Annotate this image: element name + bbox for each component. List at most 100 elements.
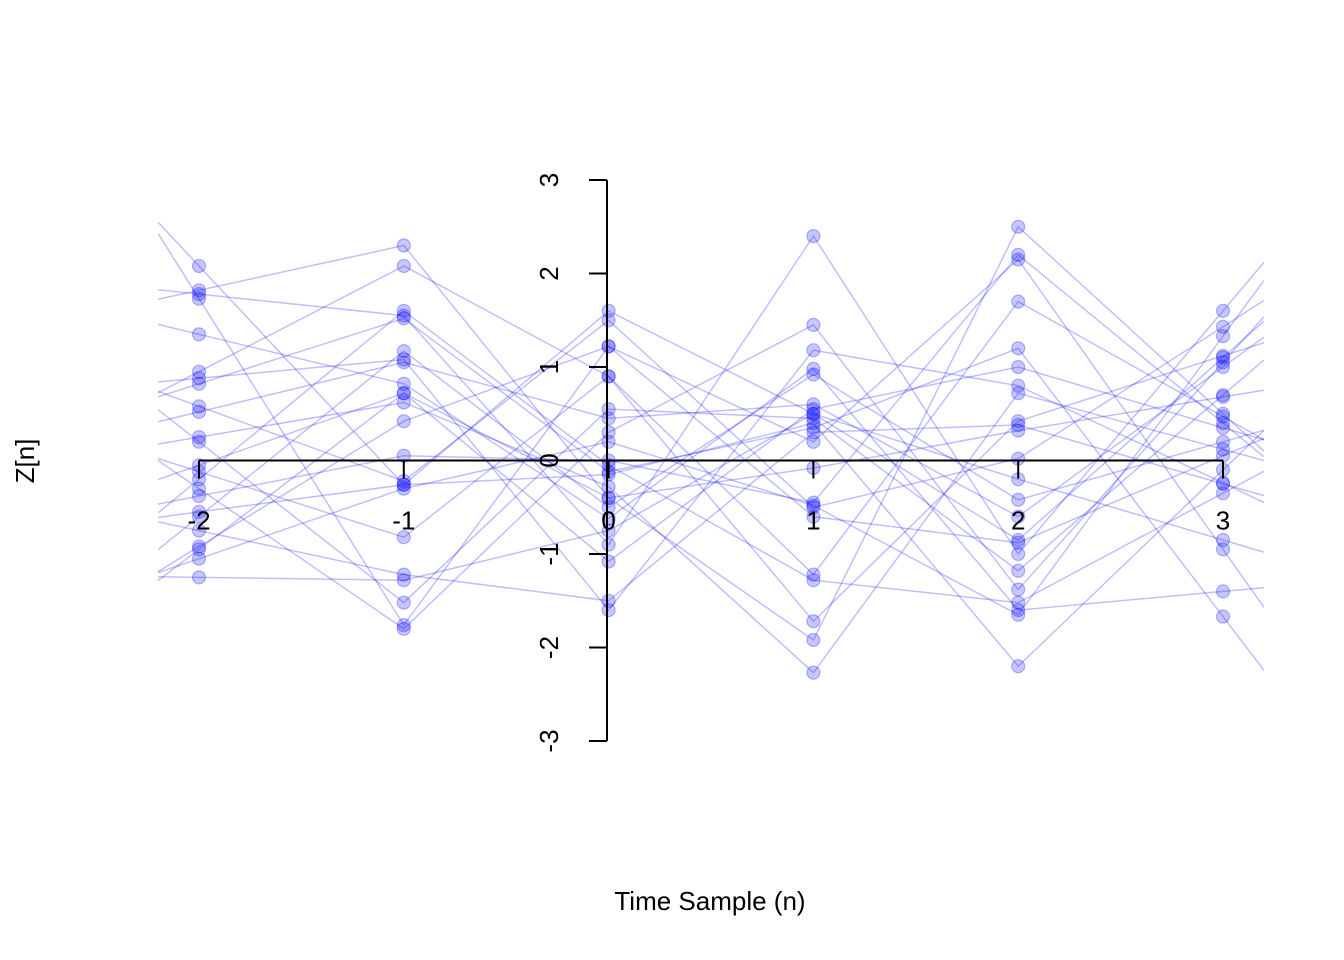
series-line <box>158 233 1264 627</box>
series-line <box>158 316 1264 630</box>
series-line <box>158 389 1264 582</box>
data-point <box>1011 492 1026 507</box>
data-point <box>806 495 821 510</box>
data-point <box>806 406 821 421</box>
x-tick-label: -2 <box>187 506 210 536</box>
data-point <box>1215 584 1231 599</box>
y-axis-title: Z[n] <box>10 439 40 484</box>
data-point <box>191 539 207 554</box>
data-point <box>1011 219 1026 234</box>
data-point <box>1011 417 1026 433</box>
data-point <box>396 621 411 636</box>
y-tick-label: -1 <box>534 542 564 565</box>
data-point <box>191 504 207 519</box>
data-point <box>396 477 411 492</box>
data-point <box>1215 406 1231 421</box>
y-tick-label: -3 <box>534 729 564 752</box>
data-point <box>1215 416 1231 431</box>
data-point <box>1011 423 1026 438</box>
data-point <box>191 364 207 379</box>
data-point <box>1011 582 1026 597</box>
data-point <box>1011 659 1026 674</box>
data-point <box>806 573 821 588</box>
data-point <box>191 283 207 298</box>
data-point <box>806 229 821 244</box>
data-point <box>191 434 207 449</box>
data-point <box>1215 350 1231 365</box>
data-point <box>191 399 207 414</box>
series-line <box>158 323 1264 611</box>
data-point <box>806 367 821 382</box>
data-point <box>601 339 616 354</box>
data-point <box>396 308 411 323</box>
y-tick-label: 1 <box>534 360 564 374</box>
data-point <box>191 371 207 386</box>
data-point <box>806 397 821 412</box>
data-point <box>1011 247 1026 262</box>
data-point <box>191 404 207 419</box>
data-point <box>1215 303 1231 318</box>
data-point <box>1215 420 1231 435</box>
data-point <box>1215 609 1231 624</box>
data-point <box>1215 389 1231 404</box>
data-point <box>1011 414 1026 429</box>
data-point <box>806 500 821 515</box>
data-point <box>1011 378 1026 393</box>
data-point <box>601 511 616 526</box>
series-line <box>158 253 1264 505</box>
data-point <box>1215 442 1231 457</box>
data-point <box>1011 563 1026 578</box>
data-point <box>191 509 207 524</box>
data-point <box>601 490 616 505</box>
x-tick-label: 0 <box>601 506 615 536</box>
series-line <box>158 265 1264 576</box>
y-tick-label: 2 <box>534 266 564 280</box>
series-line <box>158 279 1264 616</box>
data-point <box>601 313 616 328</box>
series-line <box>158 299 1264 509</box>
data-point <box>396 352 411 367</box>
data-point <box>1215 476 1231 491</box>
data-point <box>1011 607 1026 622</box>
data-point <box>806 567 821 582</box>
series-line <box>158 341 1264 623</box>
data-point <box>191 570 207 585</box>
data-point <box>806 317 821 332</box>
data-point <box>806 420 821 435</box>
data-point <box>396 355 411 370</box>
data-point <box>1215 359 1231 375</box>
data-point <box>806 425 821 440</box>
data-point <box>1011 359 1026 375</box>
data-point <box>601 369 616 384</box>
data-point <box>1011 252 1026 267</box>
data-point <box>806 434 821 449</box>
data-point <box>191 430 207 445</box>
series-line <box>158 345 1264 573</box>
data-point <box>1011 509 1026 524</box>
series-line <box>158 317 1264 671</box>
y-tick-label: -2 <box>534 636 564 659</box>
data-point <box>396 376 411 391</box>
data-point <box>1215 434 1231 449</box>
data-point <box>806 343 821 358</box>
data-point <box>396 311 411 326</box>
data-point <box>806 411 821 426</box>
x-tick-label: 3 <box>1216 506 1230 536</box>
data-point <box>601 554 616 569</box>
x-tick-label: 2 <box>1011 506 1025 536</box>
data-point <box>601 369 616 384</box>
data-point <box>601 537 616 552</box>
data-point <box>396 414 411 429</box>
data-point <box>396 344 411 359</box>
data-point <box>1011 386 1026 401</box>
data-point <box>601 411 616 426</box>
data-point <box>396 530 411 545</box>
data-point <box>806 416 821 431</box>
data-point <box>396 386 411 401</box>
data-point <box>806 632 821 648</box>
data-point <box>191 291 207 306</box>
series-line <box>158 412 1264 581</box>
data-point <box>806 509 821 524</box>
series-line <box>158 424 1264 602</box>
